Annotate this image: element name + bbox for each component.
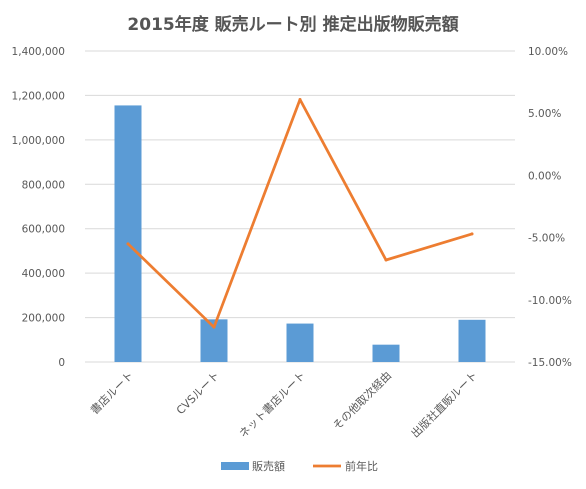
line-point bbox=[298, 98, 302, 102]
x-tick-label: CVSルート bbox=[174, 369, 222, 417]
y-right-tick-label: 0.00% bbox=[528, 170, 561, 182]
x-tick-label: その他取次経由 bbox=[330, 368, 394, 432]
y-left-tick-label: 800,000 bbox=[22, 179, 65, 191]
y-right-tick-label: 5.00% bbox=[528, 108, 561, 120]
bar bbox=[458, 319, 486, 362]
y-right-tick-label: -5.00% bbox=[528, 233, 565, 245]
y-left-tick-label: 0 bbox=[58, 357, 65, 369]
bar bbox=[372, 344, 400, 362]
series-line bbox=[126, 98, 474, 329]
y-left-tick-label: 1,400,000 bbox=[12, 46, 65, 58]
y-left-tick-label: 200,000 bbox=[22, 313, 65, 325]
x-tick-label: 出版社直販ルート bbox=[408, 368, 480, 440]
bar bbox=[286, 323, 314, 362]
legend-label: 販売額 bbox=[252, 460, 285, 473]
chart-title: 2015年度 販売ルート別 推定出版物販売額 bbox=[127, 15, 459, 35]
y-left-tick-label: 400,000 bbox=[22, 268, 65, 280]
y-right-tick-label: 10.00% bbox=[528, 46, 568, 58]
line-point bbox=[384, 258, 388, 262]
x-tick-label: 書店ルート bbox=[87, 368, 136, 417]
x-tick-label: ネット書店ルート bbox=[236, 368, 308, 440]
y-right-tick-label: -10.00% bbox=[528, 295, 572, 307]
line-point bbox=[470, 232, 474, 236]
legend-label: 前年比 bbox=[345, 459, 378, 473]
line-point bbox=[126, 242, 130, 246]
line-point bbox=[212, 325, 216, 329]
y-left-tick-label: 1,000,000 bbox=[12, 135, 65, 147]
y-left-tick-label: 1,200,000 bbox=[12, 90, 65, 102]
y-left-tick-label: 600,000 bbox=[22, 224, 65, 236]
y-right-tick-label: -15.00% bbox=[528, 357, 572, 369]
legend-swatch-bar bbox=[221, 462, 249, 470]
bar bbox=[114, 105, 142, 363]
